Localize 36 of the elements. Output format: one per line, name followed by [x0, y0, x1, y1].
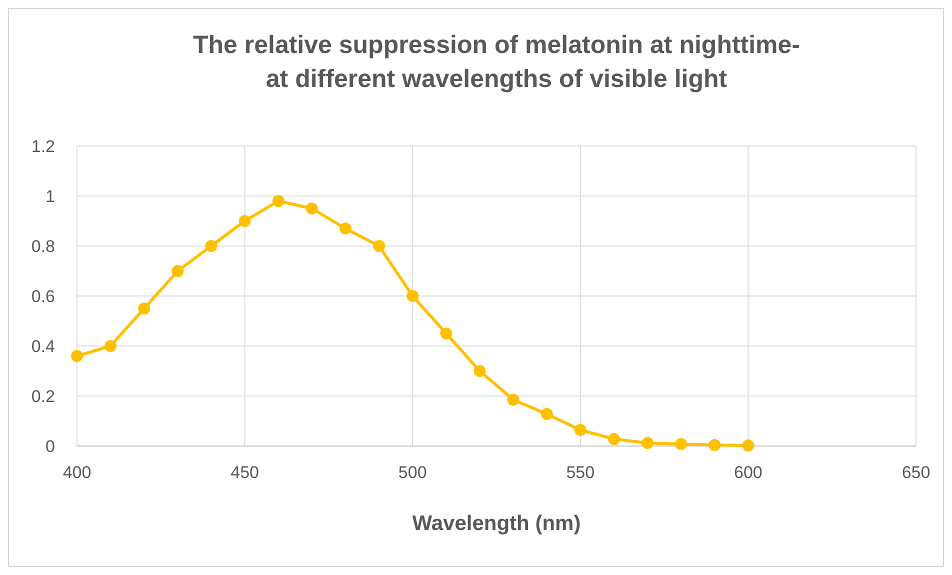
x-tick-label: 400 — [62, 463, 92, 482]
y-tick-label: 1.2 — [31, 137, 55, 156]
x-axis-title: Wavelength (nm) — [412, 512, 581, 535]
point — [306, 202, 318, 214]
point — [474, 365, 486, 377]
point — [138, 302, 150, 314]
x-tick-label: 600 — [734, 463, 762, 482]
y-tick-label: 0.4 — [31, 337, 55, 356]
point — [642, 437, 654, 449]
point — [540, 408, 553, 420]
point — [708, 439, 721, 451]
point — [574, 424, 586, 436]
point — [507, 394, 520, 406]
y-tick-label: 0.2 — [31, 387, 55, 406]
point — [272, 195, 284, 207]
chart-title: The relative suppression of melatonin at nighttime- at different wavelengths of visible light — [192, 31, 800, 93]
y-tick-label: 1 — [46, 187, 55, 206]
y-tick-label: 0.8 — [31, 237, 55, 256]
point — [406, 290, 419, 302]
point — [104, 340, 117, 352]
point — [742, 440, 754, 452]
y-tick-label: 0.6 — [31, 287, 55, 306]
point — [608, 433, 620, 445]
point — [440, 328, 452, 340]
y-tick-label: 0 — [46, 437, 55, 456]
point — [205, 240, 218, 252]
x-tick-label: 650 — [902, 463, 930, 482]
point — [238, 215, 251, 227]
point — [172, 265, 184, 277]
point — [71, 350, 83, 362]
point — [373, 240, 386, 252]
x-tick-label: 500 — [398, 463, 427, 482]
point — [339, 222, 352, 234]
x-tick-label: 450 — [230, 463, 259, 482]
point — [675, 438, 688, 450]
x-tick-label: 550 — [566, 463, 595, 482]
